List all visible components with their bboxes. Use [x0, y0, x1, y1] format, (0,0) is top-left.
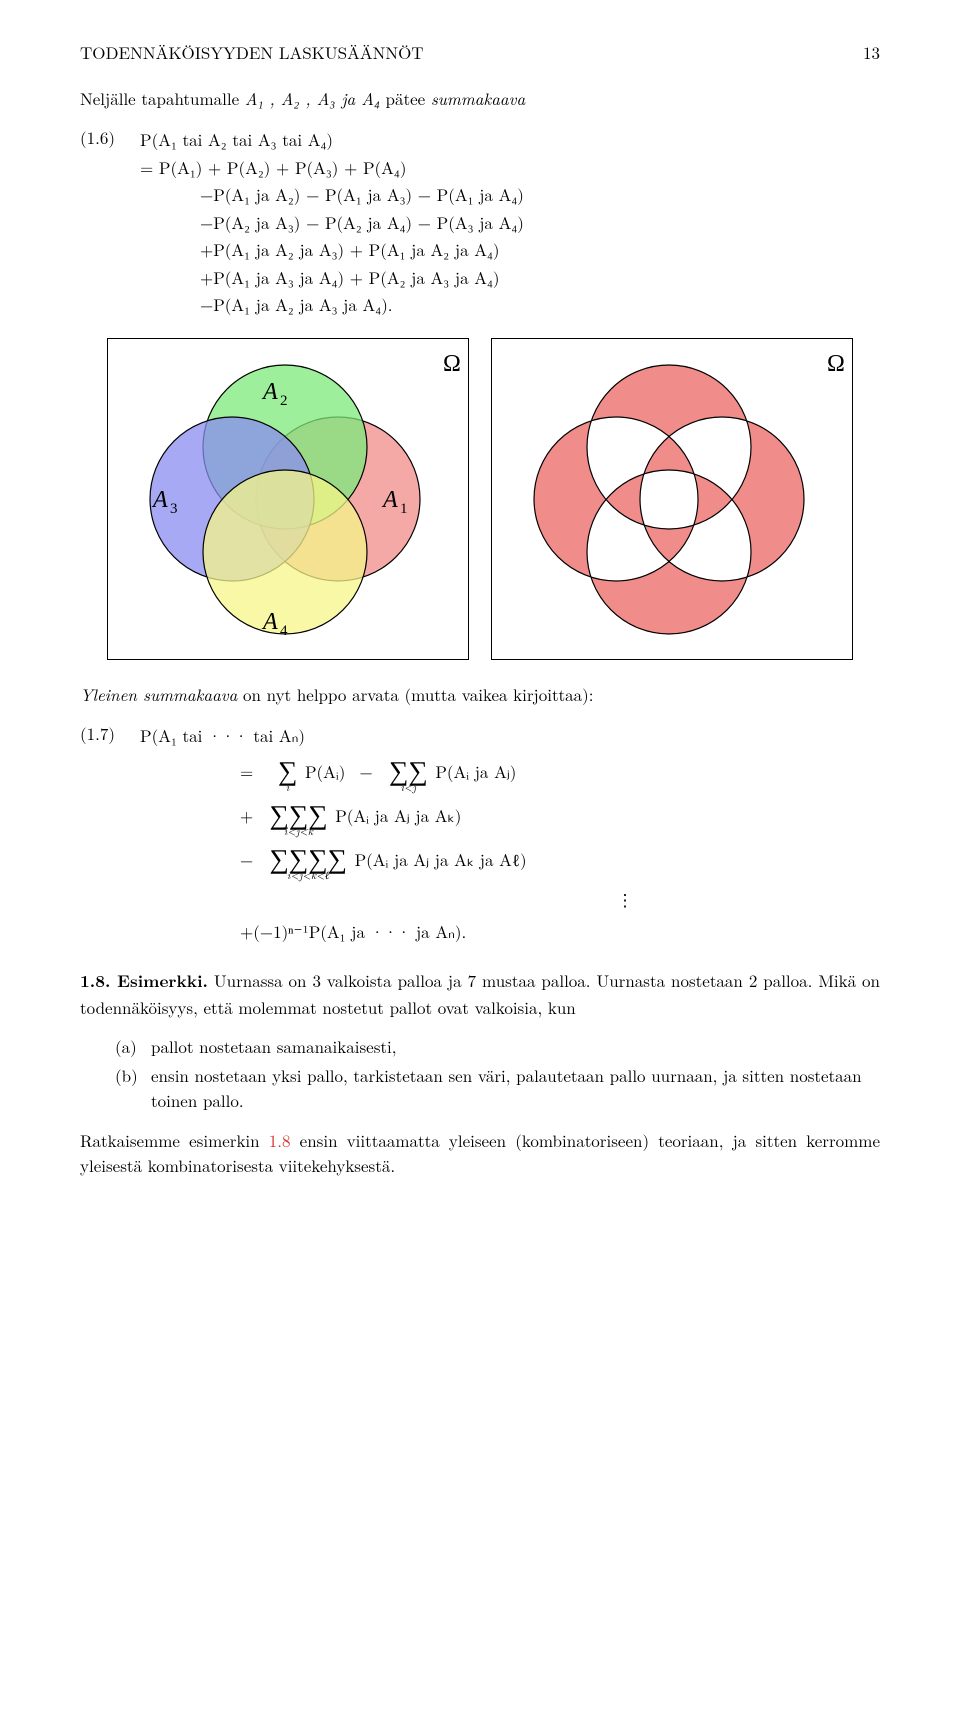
vdots-icon: ⋮: [370, 887, 880, 913]
list-item: (b) ensin nostetaan yksi pallo, tarkiste…: [115, 1063, 880, 1114]
example-1-8: 1.8. Esimerkki. Uurnassa on 3 valkoista …: [80, 968, 880, 1020]
general-summakaava-text: Yleinen summakaava on nyt helppo arvata …: [80, 682, 880, 708]
running-header: TODENNÄKÖISYYDEN LASKUSÄÄNNÖT 13: [80, 40, 880, 66]
label-A2: A: [261, 379, 278, 405]
label-omega-left: Ω: [443, 351, 461, 377]
svg-text:1: 1: [400, 501, 408, 517]
equation-number: (1.7): [80, 721, 140, 950]
page-number: 13: [863, 40, 880, 66]
label-omega-right: Ω: [827, 351, 845, 377]
svg-text:3: 3: [170, 501, 178, 517]
equation-1-6: (1.6) P(A₁ tai A₂ tai A₃ tai A₄) = P(A₁)…: [80, 125, 880, 320]
venn-left: A2 A3 A1 A4 Ω: [107, 338, 469, 660]
running-head: TODENNÄKÖISYYDEN LASKUSÄÄNNÖT: [80, 40, 424, 66]
example-list: (a) pallot nostetaan samanaikaisesti, (b…: [115, 1034, 880, 1114]
intro-paragraph: Neljälle tapahtumalle A₁ , A₂ , A₃ ja A₄…: [80, 86, 880, 112]
sum-icon: ∑∑∑∑i<j<k<ℓ: [269, 843, 347, 881]
venn-right: Ω: [491, 338, 853, 660]
sum-icon: ∑i: [278, 755, 297, 793]
label-A4: A: [261, 609, 278, 635]
sum-icon: ∑∑i<j: [389, 755, 428, 793]
label-A3: A: [151, 487, 168, 513]
sum-icon: ∑∑∑i<j<k: [269, 799, 327, 837]
equation-number: (1.6): [80, 125, 140, 320]
closing-paragraph: Ratkaisemme esimerkin 1.8 ensin viittaam…: [80, 1128, 880, 1179]
venn-diagram-row: A2 A3 A1 A4 Ω: [80, 338, 880, 660]
svg-text:4: 4: [280, 623, 288, 639]
svg-text:2: 2: [280, 393, 288, 409]
equation-1-7: (1.7) P(A₁ tai ··· tai Aₙ) = ∑i P(Aᵢ) − …: [80, 721, 880, 950]
label-A1: A: [381, 487, 398, 513]
list-item: (a) pallot nostetaan samanaikaisesti,: [115, 1034, 880, 1060]
example-ref-link[interactable]: 1.8: [269, 1128, 291, 1152]
